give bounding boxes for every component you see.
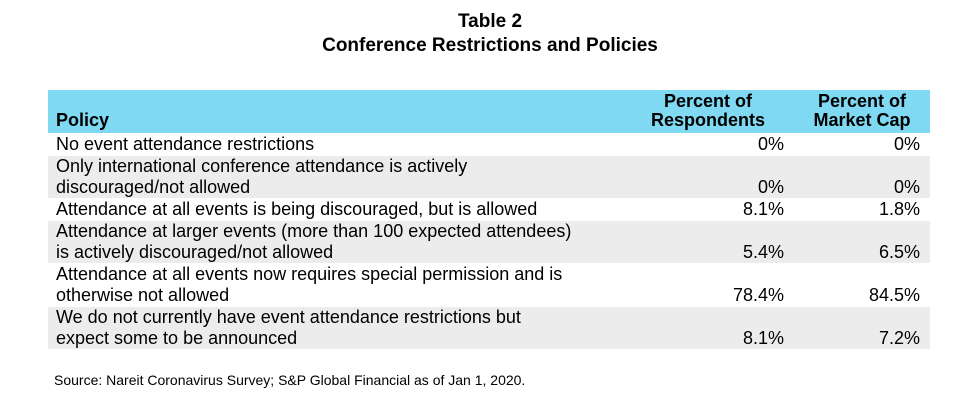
row-percent-respondents: 0% <box>622 133 794 156</box>
table-row: We do not currently have event attendanc… <box>48 306 930 349</box>
table-row: Attendance at all events is being discou… <box>48 198 930 221</box>
table-title-block: Table 2 Conference Restrictions and Poli… <box>0 10 980 58</box>
row-percent-respondents: 0% <box>622 155 794 199</box>
table-row: No event attendance restrictions 0% 0% <box>48 133 930 156</box>
row-policy: Attendance at all events is being discou… <box>48 198 622 221</box>
header-policy: Policy <box>56 110 110 130</box>
row-policy: No event attendance restrictions <box>48 133 622 156</box>
table-row: Only international conference attendance… <box>48 155 930 199</box>
header-percent-respondents: Percent of Respondents <box>650 91 765 130</box>
row-percent-respondents: 8.1% <box>622 306 794 349</box>
table-header-row: Policy Percent of Respondents Percent of… <box>48 90 930 134</box>
table-row: Attendance at all events now requires sp… <box>48 263 930 307</box>
row-policy: Attendance at all events now requires sp… <box>48 263 622 307</box>
row-percent-market-cap: 7.2% <box>794 306 930 349</box>
row-percent-market-cap: 1.8% <box>794 198 930 221</box>
table-row: Attendance at larger events (more than 1… <box>48 220 930 264</box>
table-title: Table 2 <box>457 11 523 32</box>
row-percent-respondents: 5.4% <box>622 220 794 264</box>
row-percent-market-cap: 0% <box>794 133 930 156</box>
row-policy: Attendance at larger events (more than 1… <box>48 220 622 264</box>
table-subtitle: Conference Restrictions and Policies <box>322 35 658 56</box>
conference-restrictions-table: Policy Percent of Respondents Percent of… <box>48 90 930 349</box>
row-percent-respondents: 8.1% <box>622 198 794 221</box>
row-percent-market-cap: 6.5% <box>794 220 930 264</box>
source-note: Source: Nareit Coronavirus Survey; S&P G… <box>54 372 526 388</box>
row-policy: We do not currently have event attendanc… <box>48 306 622 349</box>
header-percent-market-cap: Percent of Market Cap <box>813 91 911 130</box>
row-percent-market-cap: 84.5% <box>794 263 930 307</box>
row-percent-respondents: 78.4% <box>622 263 794 307</box>
row-policy: Only international conference attendance… <box>48 155 622 199</box>
row-percent-market-cap: 0% <box>794 155 930 199</box>
